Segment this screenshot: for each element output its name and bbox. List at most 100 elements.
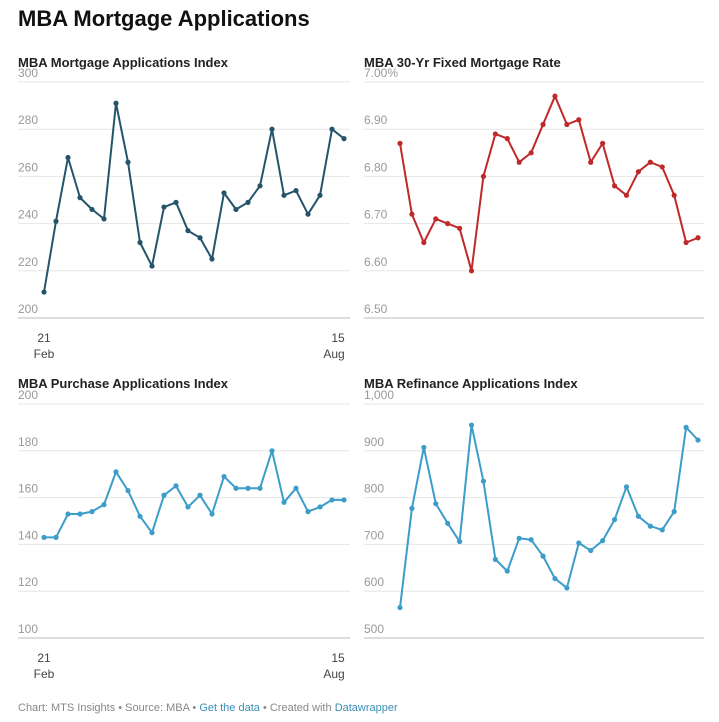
data-point [683,424,689,430]
data-point [53,534,59,540]
data-point [329,126,335,132]
data-point [281,499,287,505]
y-tick-label: 200 [18,302,38,316]
y-tick-label: 1,000 [364,388,394,402]
data-point [576,117,582,123]
data-point [409,505,415,511]
data-point [137,513,143,519]
data-point [53,218,59,224]
x-tick-label: Aug [323,667,344,681]
footer-separator: • [189,702,200,714]
data-point [341,497,347,503]
y-tick-label: 6.50 [364,302,388,316]
x-tick-label: Feb [34,347,55,361]
data-point [528,537,534,543]
data-point [341,136,347,142]
y-tick-label: 500 [364,622,384,636]
y-tick-label: 300 [18,66,38,80]
y-tick-label: 240 [18,208,38,222]
data-point [552,93,558,99]
data-point [245,485,251,491]
y-tick-label: 800 [364,482,384,496]
data-point [89,206,95,213]
footer-source: Source: MBA [125,702,190,714]
data-point [221,473,227,480]
data-point [468,422,475,428]
data-point [41,289,47,295]
chart-title: MBA Purchase Applications Index [18,376,229,391]
data-point [125,487,131,494]
data-point [89,509,95,515]
data-point [161,492,167,498]
footer-separator: • [115,702,126,714]
datawrapper-link[interactable]: Datawrapper [334,702,398,714]
data-point [269,448,275,454]
data-point [683,239,689,246]
y-tick-label: 900 [364,435,384,449]
data-point [185,504,191,510]
data-point [65,154,71,161]
chart-title: MBA Mortgage Applications Index [18,55,229,70]
page-title: MBA Mortgage Applications [18,6,310,31]
series-line [399,424,699,608]
y-tick-label: 6.70 [364,208,388,222]
data-point [197,492,203,498]
y-tick-label: 100 [18,622,38,636]
data-point [564,121,570,128]
y-tick-label: 200 [18,388,38,402]
data-point [552,575,558,582]
data-point [611,516,618,523]
data-point [492,556,498,562]
data-point [588,159,594,165]
data-point [468,268,475,274]
data-point [659,164,665,170]
data-point [149,530,155,536]
x-tick-label: 21 [37,651,51,665]
data-point [209,256,215,262]
data-point [185,228,191,234]
data-point [635,169,642,175]
data-point [173,483,179,489]
data-point [695,437,701,443]
data-point [647,523,653,529]
data-point [209,511,215,517]
data-point [445,221,451,227]
data-point [528,150,534,156]
get-data-link[interactable]: Get the data [199,702,260,714]
y-tick-label: 700 [364,528,384,542]
data-point [269,126,275,132]
data-point [233,485,239,491]
data-point [65,511,71,517]
data-point [221,190,227,196]
footer-separator: • [259,702,270,714]
data-point [457,225,463,231]
data-point [504,136,510,142]
data-point [659,527,665,533]
data-point [245,199,251,205]
footer-chart-by: Chart: MTS Insights [18,702,116,714]
data-point [233,206,239,213]
data-point [113,100,119,106]
data-point [600,140,606,146]
data-point [257,485,263,491]
y-tick-label: 280 [18,113,38,127]
series-line [399,95,699,272]
y-tick-label: 220 [18,255,38,269]
data-point [317,504,323,510]
data-point [197,235,203,241]
x-tick-label: 15 [331,651,345,665]
y-tick-label: 260 [18,160,38,174]
data-point [409,211,415,217]
data-point [635,513,642,519]
data-point [611,183,618,189]
y-tick-label: 7.00% [364,66,398,80]
chart-title: MBA Refinance Applications Index [364,376,578,391]
data-point [445,520,451,526]
data-point [695,235,701,241]
x-tick-label: 21 [37,331,51,345]
data-point [101,502,107,508]
data-point [623,192,630,198]
data-point [137,239,143,246]
footer: Chart: MTS Insights • Source: MBA • Get … [18,702,398,714]
data-point [671,509,677,515]
